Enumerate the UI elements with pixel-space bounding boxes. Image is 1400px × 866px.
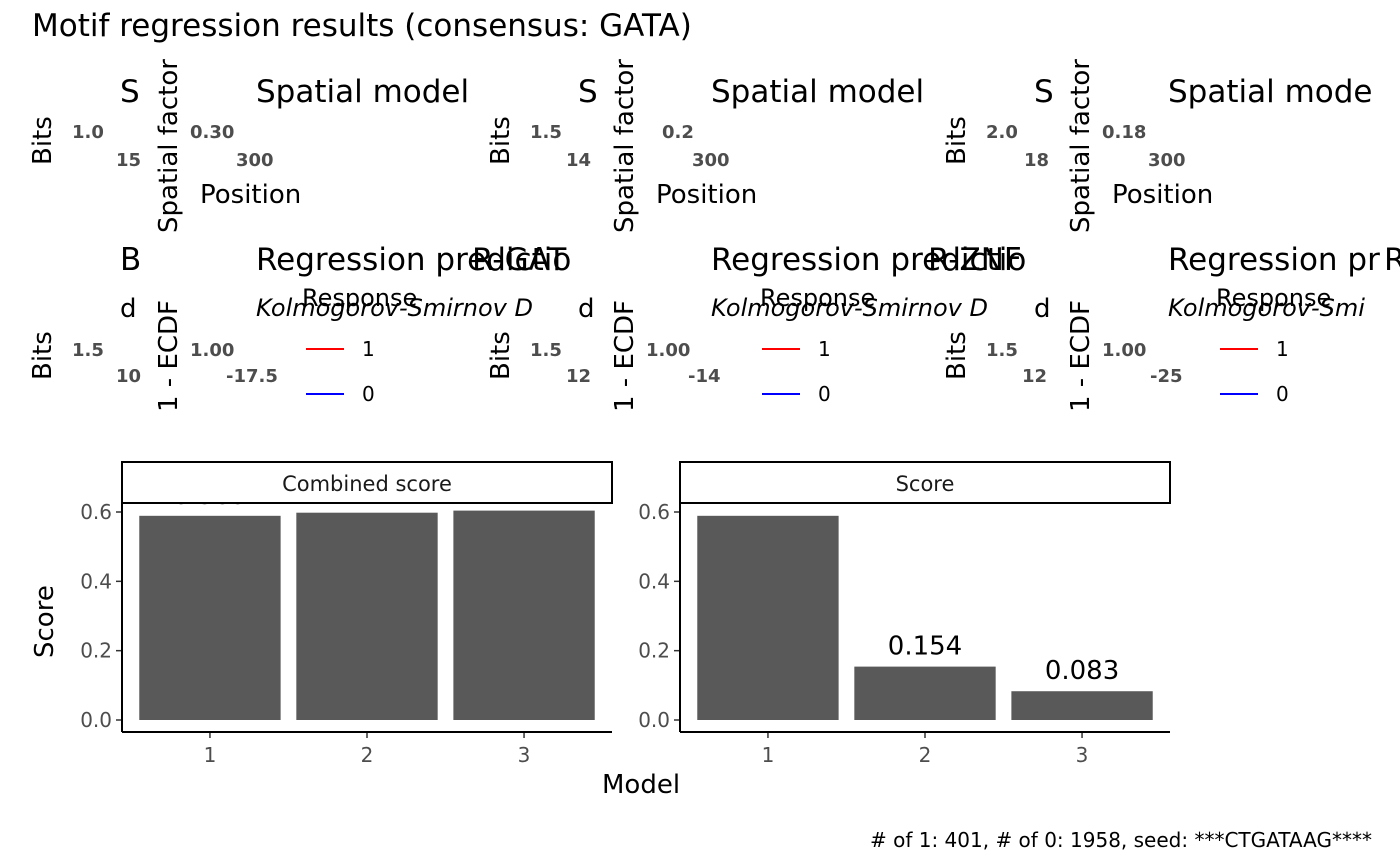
spatial-xticks: 300 [236, 150, 274, 171]
model-xlabel: Model [602, 770, 681, 800]
spatial-xticks: 300 [1148, 150, 1186, 171]
facet-strip-text: Combined score [282, 472, 452, 496]
legend-title: Response [760, 284, 876, 312]
legend-line-0 [1220, 393, 1258, 395]
ecdf-yticks: 1.00 [1102, 340, 1147, 361]
logo-yticks: 1.5 [72, 340, 104, 361]
bar-model-1 [697, 515, 839, 720]
legend-line-1 [1220, 348, 1258, 350]
logo-xticks: 15 [116, 150, 142, 171]
facet-strip-box [679, 461, 1171, 504]
score-ylabel: Score [30, 585, 60, 658]
position-xlabel: Position [200, 180, 302, 210]
logo-xticks: 10 [116, 366, 142, 387]
ecdf-xticks: -14 [688, 366, 721, 387]
y-tick-label: 0.4 [638, 569, 670, 593]
x-tick-label: 3 [518, 743, 531, 767]
x-tick-label: 1 [762, 743, 775, 767]
logo-yticks: 1.5 [530, 340, 562, 361]
x-tick-label: 1 [204, 743, 217, 767]
y-tick-label: 0.2 [638, 639, 670, 663]
facet-strip-text: Score [896, 472, 955, 496]
logo-xticks: 12 [1022, 366, 1048, 387]
logo-xticks: 18 [1024, 150, 1050, 171]
position-xlabel: Position [656, 180, 758, 210]
ks-subtitle: Kolmogorov-Smi [1168, 294, 1365, 322]
spatial-model-title: Spatial model [256, 74, 470, 110]
spatial-yticks: 0.18 [1102, 122, 1147, 143]
regression-overlay-title: R-ZNF [928, 242, 1022, 278]
ecdf-xticks: -17.5 [226, 366, 278, 387]
legend-label-1: 1 [818, 337, 831, 361]
logo-yticks: 2.0 [986, 122, 1018, 143]
legend-line-0 [306, 393, 344, 395]
logo-yticks: 1.5 [530, 122, 562, 143]
logo-subtitle: d [120, 294, 137, 324]
logo-title: B [120, 242, 142, 278]
y-tick-label: 0.2 [80, 639, 112, 663]
y-tick-label: 0.0 [638, 708, 670, 732]
spatial-yticks: 0.2 [662, 122, 694, 143]
legend-label-1: 1 [1276, 337, 1289, 361]
ks-subtitle: Kolmogorov-Smirnov D [711, 294, 988, 322]
logo-yticks: 1.5 [986, 340, 1018, 361]
facet-strip-box [121, 461, 613, 504]
plot-title: Motif regression results (consensus: GAT… [32, 8, 692, 44]
spatial-model-title: Spatial model [711, 74, 925, 110]
bar-data-label: 0.154 [888, 632, 962, 662]
x-tick-label: 3 [1076, 743, 1089, 767]
caption: # of 1: 401, # of 0: 1958, seed: ***CTGA… [869, 828, 1372, 852]
logo-title: S [1034, 74, 1054, 110]
y-tick-label: 0.6 [80, 500, 112, 524]
y-tick-label: 0.0 [80, 708, 112, 732]
legend-line-1 [306, 348, 344, 350]
ks-subtitle: Kolmogorov-Smirnov D [256, 294, 533, 322]
logo-title: S [120, 74, 140, 110]
legend-label-1: 1 [362, 337, 375, 361]
regression-overlay-title: R-GAT [472, 242, 567, 278]
logo-subtitle: d [1034, 294, 1051, 324]
legend-line-0 [762, 393, 800, 395]
y-tick-label: 0.6 [638, 500, 670, 524]
spatial-yticks: 0.30 [190, 122, 235, 143]
logo-title: S [578, 74, 598, 110]
position-xlabel: Position [1112, 180, 1214, 210]
legend-title: Response [302, 284, 418, 312]
spatial-model-title: Spatial mode [1168, 74, 1373, 110]
regression-title: Regression predictio [256, 242, 572, 278]
legend-title: Response [1216, 284, 1332, 312]
bar-data-label: 0.083 [1045, 656, 1119, 686]
bar-model-2 [854, 666, 996, 720]
legend-label-0: 0 [362, 382, 375, 406]
bar-model-1 [139, 515, 281, 720]
legend-label-0: 0 [1276, 382, 1289, 406]
spatial-xticks: 300 [692, 150, 730, 171]
x-tick-label: 2 [919, 743, 932, 767]
bar-model-3 [453, 510, 595, 720]
x-tick-label: 2 [361, 743, 374, 767]
ecdf-yticks: 1.00 [646, 340, 691, 361]
legend-label-0: 0 [818, 382, 831, 406]
bar-model-2 [296, 512, 438, 720]
regression-title: Regression pr [1168, 242, 1380, 278]
logo-yticks: 1.0 [72, 122, 104, 143]
logo-subtitle: d [578, 294, 595, 324]
logo-xticks: 14 [566, 150, 592, 171]
logo-xticks: 12 [566, 366, 592, 387]
regression-title: Regression predictio [711, 242, 1027, 278]
bar-model-3 [1011, 691, 1153, 720]
legend-line-1 [762, 348, 800, 350]
ecdf-xticks: -25 [1150, 366, 1183, 387]
y-tick-label: 0.4 [80, 569, 112, 593]
regression-overlay-title: R [1384, 242, 1400, 278]
ecdf-yticks: 1.00 [190, 340, 235, 361]
